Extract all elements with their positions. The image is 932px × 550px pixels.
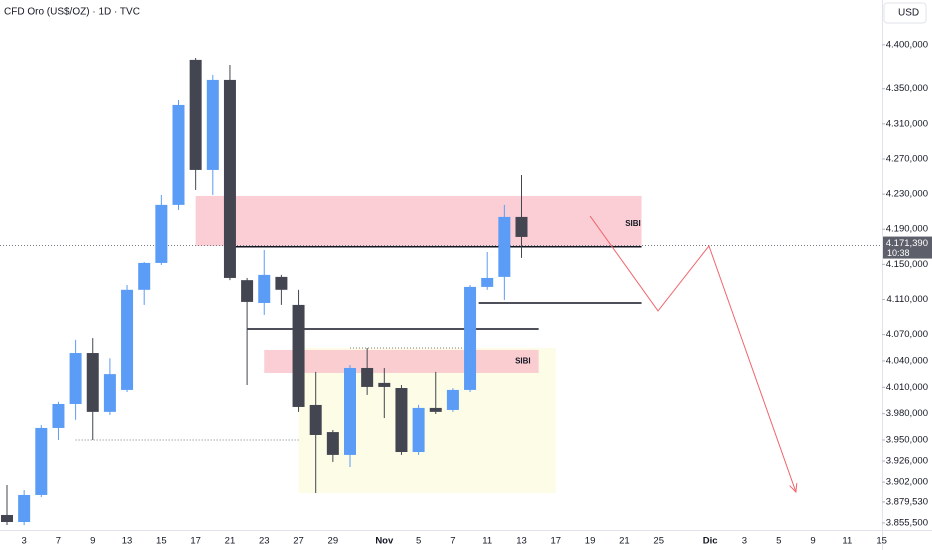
x-tick-label: Dic	[703, 536, 718, 547]
candle-body	[395, 387, 408, 453]
last-price-box	[883, 236, 932, 259]
x-tick-label: 5	[776, 536, 781, 547]
x-tick-label: 17	[551, 536, 562, 547]
y-tick-label: 4.110,000	[886, 294, 928, 305]
y-tick-label: 4.350,000	[886, 83, 928, 94]
y-tick-label: 3.902,000	[886, 477, 928, 488]
candle-body	[206, 79, 219, 170]
x-tick-label: 29	[328, 536, 339, 547]
zone	[195, 195, 642, 246]
candle-body	[241, 280, 254, 302]
chart-title: CFD Oro (US$/OZ) · 1D · TVC	[4, 7, 140, 18]
y-tick-label: 3.926,000	[886, 456, 928, 467]
x-tick-label: 15	[876, 536, 887, 547]
last-price-label: 4.171,390	[886, 238, 928, 249]
currency[interactable]: USD	[898, 8, 919, 19]
candle-body	[52, 403, 65, 428]
candle-body	[292, 304, 305, 407]
y-tick-label: 4.010,000	[886, 382, 928, 393]
candle-body	[138, 262, 151, 290]
projection-path	[589, 215, 797, 493]
candle-body	[481, 277, 494, 287]
y-tick-label: 4.070,000	[886, 329, 928, 340]
candle-body	[429, 407, 442, 412]
candle-body	[361, 367, 374, 387]
y-tick-label: 4.230,000	[886, 189, 928, 200]
x-tick-label: 11	[842, 536, 852, 547]
candle-body	[412, 407, 425, 453]
candle-body	[86, 353, 99, 412]
x-tick-label: 7	[450, 536, 455, 547]
plot: SIBI SIBI	[0, 57, 882, 526]
x-tick-label: 23	[259, 536, 270, 547]
x-tick-label: 21	[225, 536, 236, 547]
candle-body	[378, 382, 391, 387]
x-tick-label: 3	[742, 536, 747, 547]
candle-body	[121, 289, 134, 390]
y-tick-label: 4.400,000	[886, 39, 928, 50]
candle-body	[1, 514, 13, 523]
x-tick-label: 25	[653, 536, 664, 547]
y-tick-label: 4.190,000	[886, 224, 928, 235]
candle-body	[309, 404, 322, 435]
currency-box[interactable]	[883, 2, 927, 24]
y-tick-label: 4.310,000	[886, 118, 928, 129]
x-tick-label: 13	[122, 536, 133, 547]
candle-body	[446, 389, 459, 410]
candle-body	[189, 59, 202, 170]
x-tick-label: Nov	[375, 536, 394, 547]
x-tick-label: 9	[90, 536, 95, 547]
candle-body	[69, 353, 82, 404]
x-tick-label: 11	[482, 536, 492, 547]
candle-body	[498, 216, 511, 277]
zone-label: SIBI	[515, 357, 531, 366]
candle-body	[275, 276, 288, 290]
x-tick-label: 7	[56, 536, 61, 547]
y-tick-label: 3.980,000	[886, 408, 928, 419]
candle-body	[326, 432, 339, 455]
x-tick-label: 21	[619, 536, 630, 547]
projection-arrowhead	[789, 482, 798, 494]
zone	[264, 349, 539, 373]
candle-body	[223, 79, 236, 278]
y-tick-label: 4.040,000	[886, 355, 928, 366]
x-tick-label: 5	[416, 536, 421, 547]
y-tick-label: 3.879,530	[886, 496, 928, 507]
candle-body	[515, 216, 528, 237]
candle-body	[258, 274, 271, 303]
candle-body	[35, 427, 48, 495]
x-tick-label: 3	[22, 536, 27, 547]
y-tick-label: 3.950,000	[886, 434, 928, 445]
x-tick-label: 27	[293, 536, 304, 547]
zone-label: SIBI	[625, 219, 641, 228]
x-tick-label: 17	[190, 536, 201, 547]
y-tick-label: 4.270,000	[886, 153, 928, 164]
candle-body	[155, 204, 168, 263]
x-tick-label: 13	[516, 536, 527, 547]
y-tick-label: 3.855,500	[886, 517, 928, 528]
y-tick-label: 4.150,000	[886, 259, 928, 270]
candle-body	[18, 494, 31, 523]
candle-body	[344, 367, 356, 455]
x-tick-label: 19	[585, 536, 596, 547]
candle-body	[172, 104, 185, 205]
countdown: 10:38	[887, 248, 910, 258]
x-tick-label: 15	[156, 536, 167, 547]
candle-body	[464, 286, 477, 390]
candle-body	[103, 374, 116, 412]
x-tick-label: 9	[810, 536, 815, 547]
